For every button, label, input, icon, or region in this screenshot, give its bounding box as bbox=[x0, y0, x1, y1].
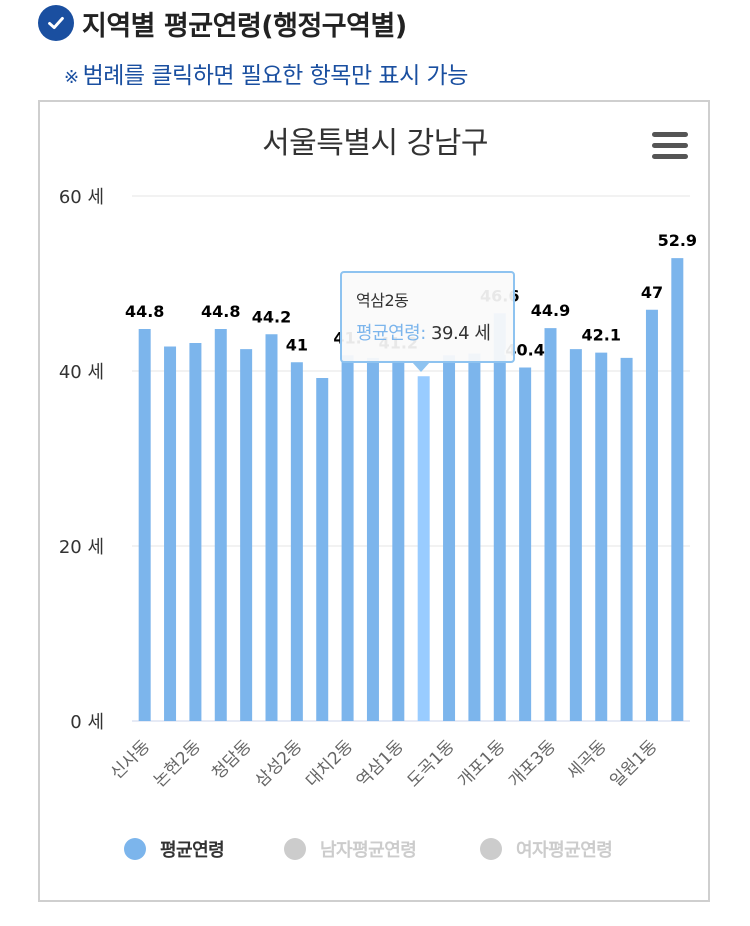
note-mark: ※ bbox=[64, 67, 79, 88]
bar[interactable] bbox=[392, 360, 405, 722]
bar[interactable] bbox=[443, 355, 456, 721]
legend-item-avg[interactable]: 평균연령 bbox=[124, 836, 225, 862]
data-label: 41 bbox=[286, 335, 308, 354]
hamburger-menu-icon[interactable] bbox=[652, 132, 688, 160]
bar[interactable] bbox=[645, 309, 658, 721]
chart-title: 서울특별시 강남구 bbox=[262, 126, 488, 161]
bar[interactable] bbox=[671, 258, 684, 721]
bar[interactable] bbox=[366, 357, 379, 721]
x-tick-label: 세곡동 bbox=[563, 736, 610, 783]
legend-label-male: 남자평균연령 bbox=[320, 840, 417, 861]
bar[interactable] bbox=[544, 328, 557, 721]
x-tick-label: 일원1동 bbox=[607, 736, 662, 791]
x-tick-label: 청담동 bbox=[208, 736, 255, 783]
tooltip-title: 역삼2동 bbox=[356, 291, 409, 310]
x-tick-label: 도곡1동 bbox=[404, 736, 459, 791]
legend-hint-note: ※ 범례를 클릭하면 필요한 항목만 표시 가능 bbox=[64, 56, 468, 90]
bar[interactable] bbox=[493, 313, 506, 721]
x-tick-label: 신사동 bbox=[107, 736, 154, 783]
data-label: 44.8 bbox=[201, 302, 240, 321]
chart-legend: 평균연령 남자평균연령 여자평균연령 bbox=[0, 836, 750, 866]
bar[interactable] bbox=[595, 352, 608, 721]
tooltip-pointer bbox=[412, 362, 430, 372]
tooltip-series-label: 평균연령: bbox=[356, 323, 426, 344]
note-text: 범례를 클릭하면 필요한 항목만 표시 가능 bbox=[82, 63, 469, 89]
bar[interactable] bbox=[569, 349, 582, 721]
bar[interactable] bbox=[468, 353, 481, 722]
data-label: 47 bbox=[641, 283, 663, 302]
tooltip-value: 39.4 세 bbox=[431, 323, 491, 344]
legend-label-avg: 평균연령 bbox=[160, 840, 225, 861]
legend-label-female: 여자평균연령 bbox=[516, 840, 613, 861]
x-tick-label: 대치2동 bbox=[302, 736, 357, 791]
y-tick-label: 0 세 bbox=[70, 712, 104, 733]
chart-tooltip: 역삼2동 평균연령: 39.4 세 bbox=[340, 271, 515, 363]
bar[interactable] bbox=[189, 343, 202, 721]
y-tick-label: 20 세 bbox=[59, 537, 104, 558]
legend-dot-female bbox=[480, 838, 502, 860]
section-title: 지역별 평균연령(행정구역별) bbox=[82, 10, 407, 42]
bar[interactable] bbox=[316, 378, 329, 721]
check-circle-icon bbox=[38, 5, 74, 41]
bar[interactable] bbox=[341, 355, 354, 721]
x-tick-label: 삼성2동 bbox=[251, 736, 306, 791]
section-header: 지역별 평균연령(행정구역별) bbox=[38, 2, 407, 44]
bar[interactable] bbox=[620, 357, 633, 721]
legend-item-male[interactable]: 남자평균연령 bbox=[284, 836, 417, 862]
data-label: 42.1 bbox=[581, 326, 620, 345]
bar[interactable] bbox=[138, 329, 151, 721]
bar[interactable] bbox=[290, 362, 303, 721]
bar[interactable] bbox=[240, 349, 253, 721]
bar[interactable] bbox=[417, 376, 430, 721]
y-tick-label: 60 세 bbox=[59, 187, 104, 208]
data-label: 44.8 bbox=[125, 302, 164, 321]
legend-dot-male bbox=[284, 838, 306, 860]
y-tick-label: 40 세 bbox=[59, 362, 104, 383]
bar[interactable] bbox=[214, 329, 227, 721]
bar[interactable] bbox=[265, 334, 278, 721]
data-label: 44.9 bbox=[531, 301, 570, 320]
bar[interactable] bbox=[519, 367, 532, 722]
x-tick-label: 논현2동 bbox=[150, 736, 205, 791]
data-label: 44.2 bbox=[252, 307, 291, 326]
x-tick-label: 역삼1동 bbox=[353, 736, 408, 791]
legend-dot-avg bbox=[124, 838, 146, 860]
legend-item-female[interactable]: 여자평균연령 bbox=[480, 836, 613, 862]
x-tick-label: 개포1동 bbox=[454, 736, 509, 791]
bar[interactable] bbox=[164, 346, 177, 722]
x-tick-label: 개포3동 bbox=[505, 736, 560, 791]
data-label: 52.9 bbox=[658, 231, 697, 250]
tooltip-row: 평균연령: 39.4 세 bbox=[356, 319, 499, 345]
